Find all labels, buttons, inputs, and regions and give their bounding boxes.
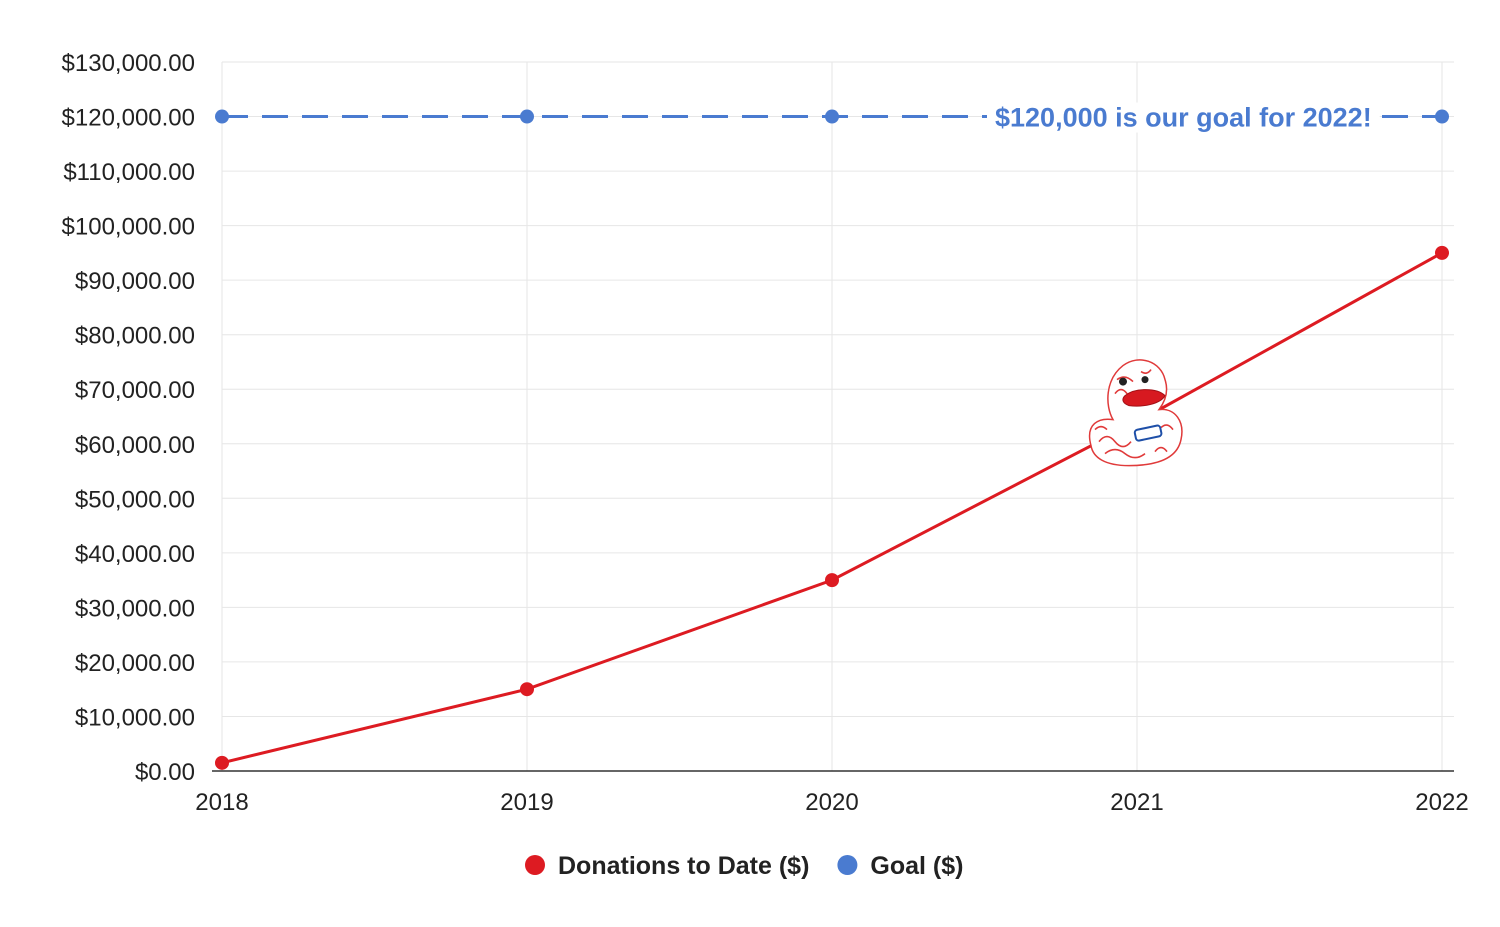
x-tick-label: 2021 bbox=[1110, 789, 1163, 816]
data-point bbox=[825, 109, 839, 124]
y-tick-label: $90,000.00 bbox=[75, 268, 195, 295]
y-axis-ticks: $0.00 $10,000.00 $20,000.00 $30,000.00 $40,0… bbox=[62, 50, 195, 786]
y-tick-label: $40,000.00 bbox=[75, 541, 195, 568]
legend-label-donations: Donations to Date ($) bbox=[558, 852, 809, 880]
legend: Donations to Date ($) Goal ($) bbox=[525, 852, 963, 880]
data-point bbox=[1435, 109, 1449, 124]
x-tick-label: 2020 bbox=[805, 789, 858, 816]
gridlines bbox=[221, 61, 1454, 772]
y-tick-label: $130,000.00 bbox=[62, 50, 195, 77]
y-tick-label: $100,000.00 bbox=[62, 214, 195, 241]
y-tick-label: $0.00 bbox=[135, 759, 195, 786]
y-tick-label: $80,000.00 bbox=[75, 323, 195, 350]
legend-swatch-goal bbox=[837, 855, 858, 875]
data-point bbox=[520, 109, 534, 124]
y-tick-label: $70,000.00 bbox=[75, 377, 195, 404]
y-tick-label: $120,000.00 bbox=[62, 105, 195, 132]
x-tick-label: 2019 bbox=[500, 789, 553, 816]
y-tick-label: $110,000.00 bbox=[63, 159, 195, 186]
annotation-background bbox=[987, 102, 1380, 133]
data-point bbox=[825, 573, 839, 588]
y-tick-label: $30,000.00 bbox=[75, 595, 195, 622]
y-tick-label: $60,000.00 bbox=[75, 432, 195, 459]
rubber-duck-mascot bbox=[1088, 359, 1183, 467]
y-tick-label: $50,000.00 bbox=[75, 486, 195, 513]
x-tick-label: 2018 bbox=[195, 789, 248, 816]
data-point bbox=[215, 755, 229, 770]
goal-annotation: $120,000 is our goal for 2022! bbox=[995, 103, 1372, 133]
y-tick-label: $20,000.00 bbox=[75, 650, 195, 677]
data-point bbox=[520, 682, 534, 697]
data-point bbox=[215, 109, 229, 124]
x-tick-label: 2022 bbox=[1415, 789, 1468, 816]
data-point bbox=[1435, 245, 1449, 260]
legend-label-goal: Goal ($) bbox=[870, 852, 963, 880]
legend-swatch-donations bbox=[525, 855, 545, 875]
y-tick-label: $10,000.00 bbox=[75, 704, 195, 731]
x-axis-ticks: 2018 2019 2020 2021 2022 bbox=[195, 789, 1468, 816]
